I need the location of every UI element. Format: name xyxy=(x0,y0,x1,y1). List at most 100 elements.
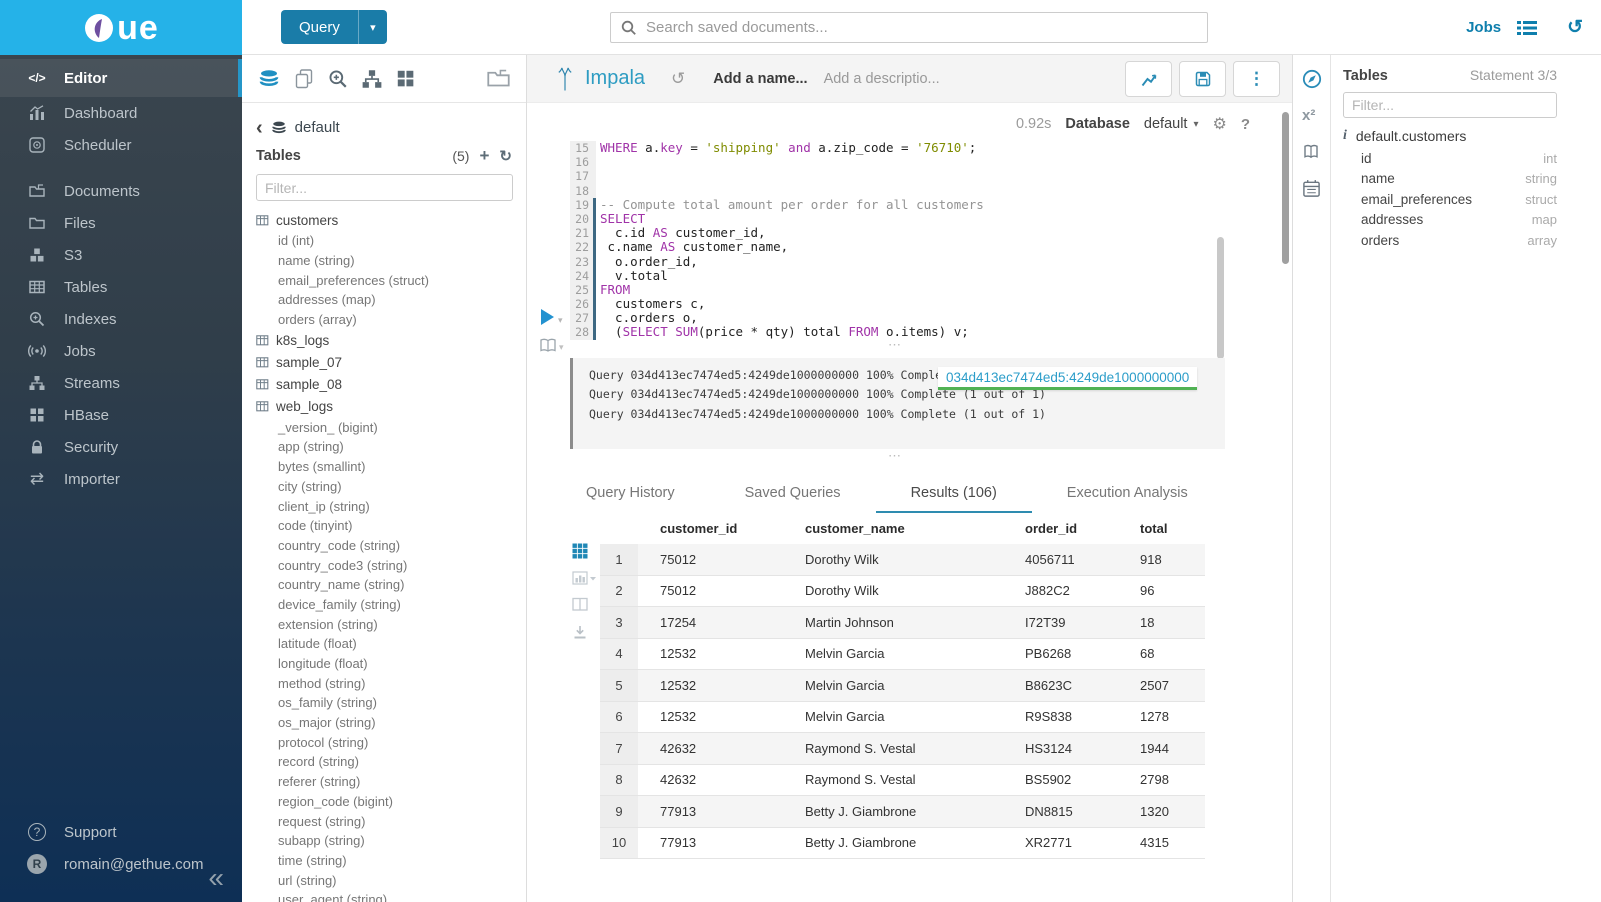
sidebar-item-s3[interactable]: S3 xyxy=(0,239,242,271)
query-history-icon[interactable]: ↺ xyxy=(1567,17,1583,38)
table-row[interactable]: 1 75012 Dorothy Wilk 4056711 918 xyxy=(600,543,1205,576)
active-table-name[interactable]: default.customers xyxy=(1355,128,1467,144)
code-line[interactable]: 24 v.total xyxy=(570,268,1292,283)
code-line[interactable]: 18 xyxy=(570,183,1292,198)
sidebar-item-security[interactable]: Security xyxy=(0,431,242,463)
tree-column-item[interactable]: email_preferences (struct) xyxy=(278,272,429,288)
jobs-link[interactable]: Jobs xyxy=(1466,19,1502,36)
tree-column-item[interactable]: name (string) xyxy=(278,253,355,269)
column-header[interactable]: order_id xyxy=(1025,520,1078,536)
book-options-caret[interactable]: ▾ xyxy=(559,342,564,352)
tree-column-item[interactable]: url (string) xyxy=(278,872,337,888)
code-line[interactable]: 19 -- Compute total amount per order for … xyxy=(570,197,1292,212)
save-button[interactable] xyxy=(1179,60,1226,97)
code-line[interactable]: 15 WHERE a.key = 'shipping' and a.zip_cod… xyxy=(570,140,1292,156)
chevron-down-icon[interactable]: ▾ xyxy=(1193,118,1199,130)
database-source-icon[interactable] xyxy=(258,68,280,90)
jobs-list-icon[interactable] xyxy=(1517,20,1538,36)
right-column-item[interactable]: addresses map xyxy=(1343,210,1557,231)
query-button[interactable]: Query ▾ xyxy=(281,10,387,44)
tree-column-item[interactable]: record (string) xyxy=(278,754,359,770)
tab-saved-queries[interactable]: Saved Queries xyxy=(744,484,841,501)
tree-column-item[interactable]: user_agent (string) xyxy=(278,892,388,902)
tree-column-item[interactable]: code (tinyint) xyxy=(278,518,353,534)
more-actions-button[interactable]: ⋮ xyxy=(1233,60,1280,97)
tree-table-item[interactable]: sample_08 xyxy=(256,373,526,395)
sidebar-item-streams[interactable]: Streams xyxy=(0,367,242,399)
user-menu[interactable]: R romain@gethue.com xyxy=(0,848,242,880)
table-row[interactable]: 2 75012 Dorothy Wilk J882C2 96 xyxy=(600,575,1205,608)
code-line[interactable]: 27 c.orders o, xyxy=(570,311,1292,326)
tree-column-item[interactable]: extension (string) xyxy=(278,616,378,632)
tree-column-item[interactable]: time (string) xyxy=(278,852,347,868)
tree-column-item[interactable]: id (int) xyxy=(278,233,315,249)
code-line[interactable]: 16 xyxy=(570,155,1292,170)
table-row[interactable]: 8 42632 Raymond S. Vestal BS5902 2798 xyxy=(600,764,1205,797)
documents-assist-icon[interactable] xyxy=(294,68,314,90)
collapse-sidebar-icon[interactable]: « xyxy=(208,862,224,893)
tree-table-item[interactable]: web_logs xyxy=(256,395,526,417)
execute-button[interactable] xyxy=(541,309,554,325)
sidebar-item-hbase[interactable]: HBase xyxy=(0,399,242,431)
sidebar-item-files[interactable]: Files xyxy=(0,207,242,239)
tree-column-item[interactable]: region_code (bigint) xyxy=(278,793,393,809)
tree-column-item[interactable]: app (string) xyxy=(278,439,344,455)
language-docs-icon[interactable] xyxy=(1302,143,1320,165)
sidebar-item-dashboard[interactable]: Dashboard xyxy=(0,97,242,129)
table-row[interactable]: 7 42632 Raymond S. Vestal HS3124 1944 xyxy=(600,732,1205,765)
settings-gear-icon[interactable]: ⚙ xyxy=(1212,116,1227,133)
tab-results[interactable]: Results (106) xyxy=(875,477,1032,513)
sidebar-item-tables[interactable]: Tables xyxy=(0,271,242,303)
execute-options-caret[interactable]: ▾ xyxy=(558,315,563,325)
download-icon[interactable] xyxy=(572,625,588,645)
query-description-field[interactable]: Add a descriptio... xyxy=(823,70,940,87)
calendar-icon[interactable] xyxy=(1302,179,1321,203)
tree-column-item[interactable]: subapp (string) xyxy=(278,833,365,849)
sql-editor[interactable]: ▾ ▾ 15 WHERE a.key = 'shipping' and a.zip… xyxy=(527,140,1292,359)
breadcrumb-database[interactable]: default xyxy=(294,119,340,136)
tree-table-item[interactable]: sample_07 xyxy=(256,351,526,373)
sidebar-item-importer[interactable]: ⇄ Importer xyxy=(0,463,242,495)
code-lines[interactable]: 15 WHERE a.key = 'shipping' and a.zip_cod… xyxy=(570,140,1292,340)
hue-logo[interactable]: ue xyxy=(0,0,242,55)
tree-column-item[interactable]: country_name (string) xyxy=(278,577,405,593)
chart-button[interactable] xyxy=(1125,60,1172,97)
tab-query-history[interactable]: Query History xyxy=(586,484,675,501)
sidebar-item-editor[interactable]: </> Editor xyxy=(0,59,242,97)
sidebar-item-jobs[interactable]: Jobs xyxy=(0,335,242,367)
grid-view-icon[interactable] xyxy=(572,543,588,564)
editor-scrollbar[interactable] xyxy=(1217,237,1224,359)
column-header[interactable]: customer_id xyxy=(660,520,738,536)
refresh-icon[interactable]: ↻ xyxy=(499,148,512,165)
right-column-item[interactable]: name string xyxy=(1343,169,1557,190)
add-table-icon[interactable]: + xyxy=(479,146,490,165)
tree-column-item[interactable]: country_code (string) xyxy=(278,537,401,553)
tree-column-item[interactable]: os_family (string) xyxy=(278,695,377,711)
column-header[interactable]: total xyxy=(1140,520,1168,536)
query-name-field[interactable]: Add a name... xyxy=(713,70,808,87)
support-link[interactable]: ? Support xyxy=(0,816,242,848)
code-line[interactable]: 20 SELECT xyxy=(570,211,1292,227)
code-line[interactable]: 21 c.id AS customer_id, xyxy=(570,226,1292,241)
sidebar-item-scheduler[interactable]: Scheduler xyxy=(0,129,242,161)
tree-table-item[interactable]: k8s_logs xyxy=(256,329,526,351)
tree-column-item[interactable]: method (string) xyxy=(278,675,366,691)
columns-view-icon[interactable] xyxy=(572,597,588,617)
tree-column-item[interactable]: os_major (string) xyxy=(278,715,376,731)
hierarchy-icon[interactable] xyxy=(362,69,382,89)
code-line[interactable]: 22 c.name AS customer_name, xyxy=(570,240,1292,255)
undo-icon[interactable]: ↺ xyxy=(671,68,686,88)
tree-column-item[interactable]: _version_ (bigint) xyxy=(278,419,378,435)
tree-column-item[interactable]: city (string) xyxy=(278,478,342,494)
tree-column-item[interactable]: longitude (float) xyxy=(278,656,368,672)
sidebar-item-indexes[interactable]: Indexes xyxy=(0,303,242,335)
table-row[interactable]: 9 77913 Betty J. Giambrone DN8815 1320 xyxy=(600,795,1205,828)
tree-column-item[interactable]: country_code3 (string) xyxy=(278,557,408,573)
right-column-item[interactable]: id int xyxy=(1343,148,1557,169)
query-id-badge[interactable]: 034d413ec7474ed5:4249de1000000000 xyxy=(938,366,1198,390)
code-line[interactable]: 25 FROM xyxy=(570,282,1292,298)
table-row[interactable]: 6 12532 Melvin Garcia R9S838 1278 xyxy=(600,701,1205,734)
functions-icon[interactable]: x² xyxy=(1302,107,1316,124)
project-folder-icon[interactable] xyxy=(487,68,510,89)
tree-column-item[interactable]: device_family (string) xyxy=(278,596,401,612)
